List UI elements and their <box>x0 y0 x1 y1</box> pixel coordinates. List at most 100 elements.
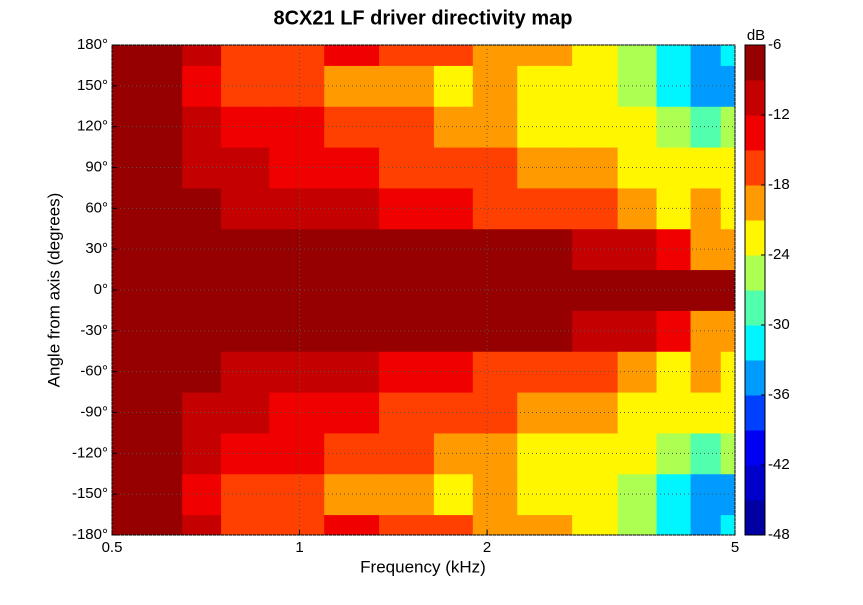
y-tick-label: -180° <box>72 526 108 543</box>
heat-cell <box>112 514 138 536</box>
colorbar-band <box>745 290 765 326</box>
colorbar-tick-label: -30 <box>768 316 790 333</box>
heat-cell <box>379 310 435 352</box>
colorbar-band <box>745 185 765 221</box>
heat-cell <box>136 432 183 475</box>
heat-cell <box>572 228 619 271</box>
y-tick-label: -150° <box>72 485 108 502</box>
y-tick-label: 0° <box>94 281 108 298</box>
heat-cell <box>324 351 380 393</box>
heat-cell <box>269 514 325 536</box>
heat-cell <box>572 392 619 434</box>
colorbar-tick-label: -12 <box>768 106 790 123</box>
heat-cell <box>690 514 722 536</box>
heat-cell <box>656 147 692 189</box>
heat-cell <box>433 147 474 189</box>
heat-cell <box>136 228 183 271</box>
heat-cell <box>324 310 380 352</box>
heat-cell <box>269 310 325 352</box>
heat-cell <box>656 269 692 311</box>
heat-cell <box>617 310 658 352</box>
y-tick-label: 60° <box>85 199 108 216</box>
heat-cell <box>433 310 474 352</box>
heat-cell <box>572 514 619 536</box>
heat-cell <box>221 269 270 311</box>
heat-cell <box>656 65 692 107</box>
heat-cell <box>269 392 325 434</box>
y-tick-label: -90° <box>80 403 108 420</box>
heat-cell <box>221 473 270 516</box>
heat-cell <box>433 514 474 536</box>
heat-cell <box>433 228 474 271</box>
heat-cell <box>182 514 222 536</box>
heat-cell <box>472 473 518 516</box>
heat-cell <box>136 473 183 516</box>
heat-cell <box>379 187 435 230</box>
heat-cell <box>617 351 658 393</box>
heat-cell <box>379 147 435 189</box>
heat-cell <box>136 269 183 311</box>
heat-cell <box>472 514 518 536</box>
colorbar-band <box>745 395 765 431</box>
heat-cell <box>221 392 270 434</box>
y-tick-label: -30° <box>80 322 108 339</box>
colorbar-tick-label: -6 <box>768 36 781 53</box>
heat-cell <box>324 473 380 516</box>
heat-cell <box>324 392 380 434</box>
heat-cell <box>656 228 692 271</box>
heat-cell <box>656 392 692 434</box>
heat-cell <box>324 228 380 271</box>
colorbar-tick-label: -36 <box>768 386 790 403</box>
heat-cell <box>656 432 692 475</box>
colorbar-label: dB <box>747 27 765 44</box>
heat-cell <box>572 473 619 516</box>
colorbar-band <box>745 45 765 81</box>
heat-cell <box>572 147 619 189</box>
heat-cell <box>136 187 183 230</box>
heat-cell <box>572 45 619 66</box>
heat-cell <box>433 106 474 148</box>
heat-cell <box>433 351 474 393</box>
heat-cell <box>472 392 518 434</box>
heat-cell <box>136 310 183 352</box>
heat-cell <box>656 514 692 536</box>
colorbar-tick-label: -48 <box>768 526 790 543</box>
heat-cell <box>136 45 183 66</box>
colorbar-frame <box>744 44 766 536</box>
heat-cell <box>379 228 435 271</box>
y-tick-label: 30° <box>85 240 108 257</box>
heat-cell <box>221 187 270 230</box>
heat-cell <box>572 310 619 352</box>
heat-cell <box>379 65 435 107</box>
heat-cell <box>379 351 435 393</box>
heat-cell <box>269 65 325 107</box>
x-tick-label: 1 <box>295 539 303 556</box>
heat-cell <box>182 45 222 66</box>
colorbar-tick-label: -24 <box>768 246 790 263</box>
colorbar-band <box>745 220 765 256</box>
heat-cell <box>136 65 183 107</box>
heat-cell <box>379 432 435 475</box>
heat-cell <box>617 514 658 536</box>
heat-cell <box>433 187 474 230</box>
heat-cell <box>433 432 474 475</box>
heat-cell <box>112 45 138 66</box>
heat-cell <box>656 106 692 148</box>
heat-cell <box>617 228 658 271</box>
colorbar-band <box>745 500 765 536</box>
heat-cell <box>472 147 518 189</box>
heat-cell <box>379 106 435 148</box>
heat-cell <box>656 473 692 516</box>
heat-cell <box>472 228 518 271</box>
heat-cell <box>221 432 270 475</box>
heat-cell <box>269 473 325 516</box>
heat-cell <box>136 351 183 393</box>
heat-cell <box>617 65 658 107</box>
heat-cell <box>221 65 270 107</box>
heat-cell <box>472 432 518 475</box>
y-tick-label: 180° <box>77 36 108 53</box>
heat-cell <box>136 514 183 536</box>
heat-cell <box>324 432 380 475</box>
heat-cell <box>572 351 619 393</box>
heat-cell <box>617 187 658 230</box>
